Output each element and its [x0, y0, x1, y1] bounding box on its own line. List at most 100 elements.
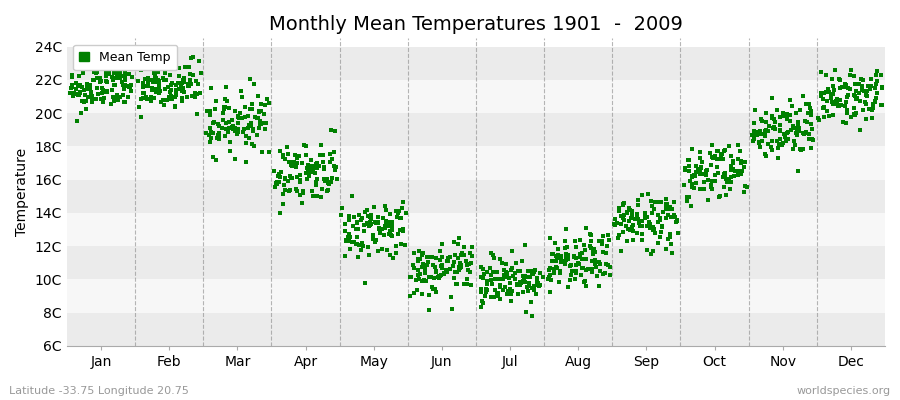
Point [398, 242, 412, 248]
Point [866, 104, 880, 111]
Point [130, 78, 145, 84]
Point [816, 104, 831, 110]
Point [406, 262, 420, 268]
Point [419, 262, 434, 268]
Point [304, 169, 319, 175]
Point [167, 103, 182, 110]
Point [476, 266, 491, 272]
Point [349, 219, 364, 226]
Point [847, 73, 861, 79]
Point [85, 99, 99, 106]
Point [79, 85, 94, 92]
Point [705, 154, 719, 160]
Point [677, 182, 691, 188]
Point [176, 77, 190, 83]
Point [194, 70, 208, 76]
Point [151, 82, 166, 88]
Point [330, 176, 345, 182]
Point [632, 220, 646, 226]
Point [554, 259, 568, 265]
Point [680, 157, 695, 164]
Point [654, 229, 669, 235]
Point [595, 238, 609, 244]
Point [824, 90, 838, 97]
Point [476, 275, 491, 281]
Point [257, 126, 272, 132]
Point [764, 113, 778, 119]
Point [480, 269, 494, 275]
Point [608, 222, 622, 228]
Point [485, 281, 500, 288]
Point [273, 210, 287, 216]
Point [474, 286, 489, 292]
Point [522, 280, 536, 286]
Point [832, 84, 847, 91]
Point [447, 275, 462, 282]
Point [473, 274, 488, 280]
Point [585, 258, 599, 265]
Point [418, 263, 432, 269]
Point [567, 254, 581, 260]
Point [497, 266, 511, 273]
Point [634, 222, 649, 229]
Point [858, 99, 872, 105]
Point [423, 274, 437, 280]
Point [499, 269, 513, 275]
Point [131, 104, 146, 110]
Point [85, 93, 99, 99]
Point [422, 274, 436, 280]
Point [598, 260, 613, 267]
Point [533, 270, 547, 276]
Bar [67, 47, 885, 80]
Point [753, 144, 768, 150]
Point [697, 186, 711, 193]
Point [683, 178, 698, 184]
Point [137, 90, 151, 96]
Point [365, 236, 380, 242]
Point [644, 198, 659, 205]
Point [790, 132, 805, 138]
Point [521, 268, 535, 274]
Point [504, 267, 518, 273]
Point [638, 209, 652, 216]
Point [625, 224, 639, 230]
Point [239, 158, 254, 165]
Point [562, 252, 576, 258]
Point [272, 171, 286, 178]
Point [518, 242, 533, 248]
Point [118, 69, 132, 75]
Point [830, 100, 844, 107]
Point [513, 278, 527, 285]
Point [592, 260, 607, 267]
Point [840, 110, 854, 116]
Point [267, 184, 282, 190]
Point [169, 87, 184, 94]
Point [752, 131, 766, 138]
Point [520, 284, 535, 290]
Point [408, 290, 422, 296]
Point [484, 272, 499, 278]
Point [480, 281, 494, 287]
Point [176, 74, 191, 81]
Point [626, 236, 641, 243]
Point [118, 73, 132, 79]
Point [175, 88, 189, 94]
Point [693, 155, 707, 162]
Point [202, 112, 217, 118]
Point [724, 152, 738, 159]
Point [513, 282, 527, 289]
Point [295, 160, 310, 166]
Point [731, 172, 745, 178]
Point [139, 94, 153, 100]
Point [493, 256, 508, 263]
Point [104, 101, 119, 108]
Point [66, 93, 80, 99]
Point [868, 85, 882, 92]
Point [753, 128, 768, 134]
Point [568, 276, 582, 282]
Point [410, 267, 425, 274]
Point [348, 241, 363, 247]
Point [832, 97, 847, 103]
Point [261, 100, 275, 106]
Point [219, 126, 233, 132]
